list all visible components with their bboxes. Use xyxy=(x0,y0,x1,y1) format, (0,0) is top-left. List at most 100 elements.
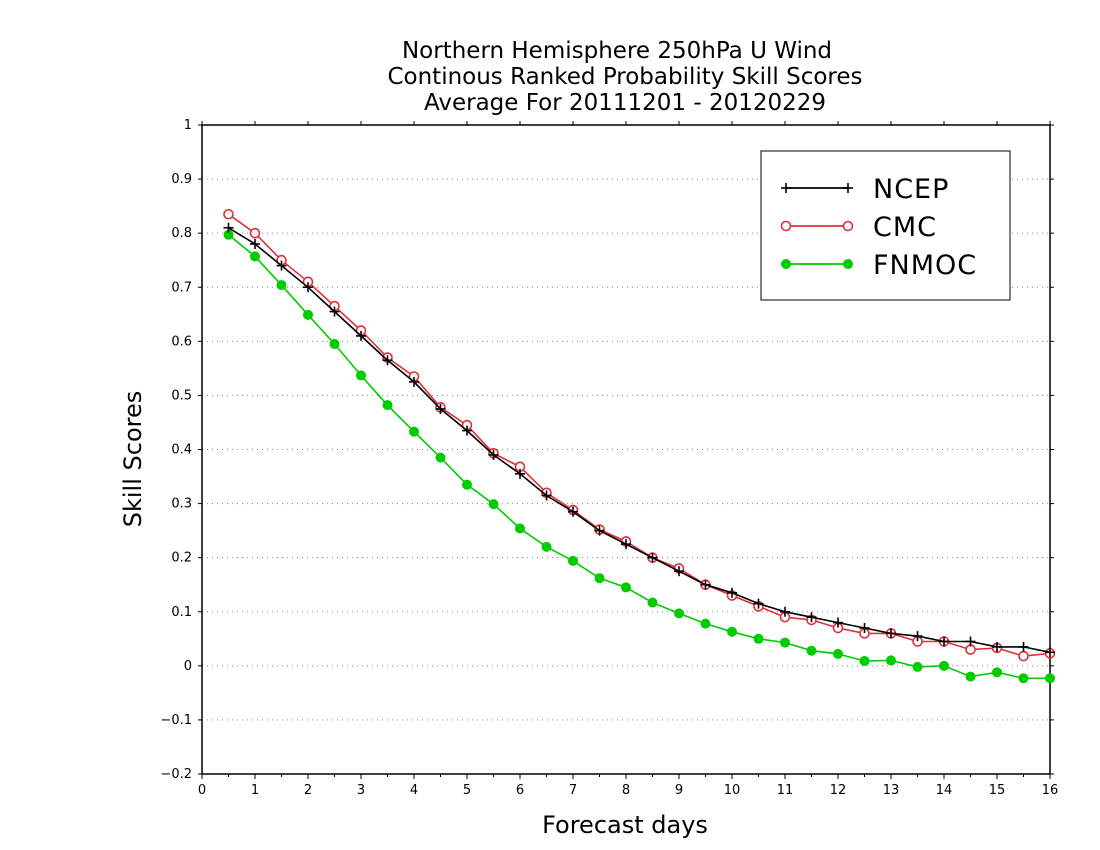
data-point xyxy=(753,598,764,609)
data-point xyxy=(912,631,923,642)
x-tick-label: 7 xyxy=(569,783,577,798)
x-tick-label: 9 xyxy=(675,783,683,798)
title-line-1: Northern Hemisphere 250hPa U Wind xyxy=(402,38,832,64)
data-point xyxy=(780,637,790,648)
y-tick-label: 0 xyxy=(184,659,192,674)
y-tick-label: 0.3 xyxy=(171,497,192,512)
data-point xyxy=(594,573,605,584)
data-point xyxy=(842,220,854,232)
x-tick-label: 10 xyxy=(724,783,741,798)
legend: NCEP CMC FNMOC xyxy=(760,150,1011,301)
data-point xyxy=(409,426,419,437)
data-point xyxy=(276,260,287,271)
y-tick-label: 0.2 xyxy=(171,551,192,566)
data-point xyxy=(674,608,684,619)
chart-title: Northern Hemisphere 250hPa U Wind Contin… xyxy=(387,38,862,116)
y-axis-label: Skill Scores xyxy=(119,391,147,528)
x-tick-label: 3 xyxy=(357,783,365,798)
x-tick-label: 8 xyxy=(622,783,630,798)
data-point xyxy=(435,452,446,463)
data-point xyxy=(833,648,843,659)
data-point xyxy=(541,541,552,552)
data-point xyxy=(912,661,923,672)
legend-label: FNMOC xyxy=(873,250,977,281)
data-point xyxy=(462,425,472,436)
data-point xyxy=(780,220,792,232)
data-point xyxy=(806,612,817,623)
data-point xyxy=(939,660,949,671)
data-point xyxy=(886,628,896,639)
series-ncep xyxy=(223,222,1055,658)
data-point xyxy=(276,280,287,291)
x-tick-label: 0 xyxy=(198,783,206,798)
legend-item-fnmoc: FNMOC xyxy=(781,250,977,281)
y-tick-label: 0.5 xyxy=(171,388,192,403)
data-point xyxy=(992,667,1002,678)
x-tick-label: 12 xyxy=(830,783,847,798)
data-point xyxy=(1018,641,1029,652)
title-line-2: Continous Ranked Probability Skill Score… xyxy=(387,64,862,90)
data-point xyxy=(647,552,658,563)
x-axis-label: Forecast days xyxy=(542,811,708,839)
data-point xyxy=(1045,673,1055,684)
data-point xyxy=(515,468,525,479)
x-tick-label: 2 xyxy=(304,783,312,798)
data-point xyxy=(674,566,684,577)
legend-item-cmc: CMC xyxy=(780,212,937,243)
data-point xyxy=(541,490,552,501)
data-point xyxy=(303,282,313,293)
data-point xyxy=(727,626,737,637)
y-tick-label: 0.7 xyxy=(171,280,192,295)
x-tick-label: 5 xyxy=(463,783,471,798)
data-point xyxy=(700,618,711,629)
x-tick-label: 13 xyxy=(883,783,900,798)
x-tick-label: 14 xyxy=(936,783,953,798)
data-point xyxy=(488,499,499,510)
data-point xyxy=(886,655,896,666)
data-point xyxy=(1018,673,1029,684)
x-tick-label: 11 xyxy=(777,783,794,798)
data-point xyxy=(843,183,853,193)
title-line-3: Average For 20111201 - 20120229 xyxy=(424,90,826,116)
y-tick-label: 1 xyxy=(184,118,192,133)
data-point xyxy=(939,636,949,647)
data-point xyxy=(435,403,446,414)
data-point xyxy=(1018,650,1029,662)
data-point xyxy=(859,622,870,633)
data-point xyxy=(806,645,817,656)
data-point xyxy=(647,597,658,608)
x-tick-label: 6 xyxy=(516,783,524,798)
data-point xyxy=(329,339,340,350)
x-tick-label: 15 xyxy=(989,783,1006,798)
data-point xyxy=(250,251,260,262)
y-tick-label: 0.4 xyxy=(171,443,192,458)
data-point xyxy=(249,227,261,239)
y-tick-label: 0.8 xyxy=(171,226,192,241)
data-point xyxy=(515,523,525,534)
data-point xyxy=(568,506,578,517)
data-point xyxy=(727,587,737,598)
data-point xyxy=(780,606,790,617)
data-point xyxy=(781,259,791,269)
data-point xyxy=(833,617,843,628)
data-point xyxy=(781,183,791,193)
data-point xyxy=(965,636,976,647)
data-point xyxy=(223,222,234,233)
data-point xyxy=(568,555,578,566)
legend-label: CMC xyxy=(873,212,937,243)
data-point xyxy=(753,633,764,644)
data-point xyxy=(382,400,393,411)
series-cmc xyxy=(223,208,1056,662)
x-tick-label: 16 xyxy=(1042,783,1059,798)
y-tick-label: −0.2 xyxy=(160,767,192,782)
data-point xyxy=(303,309,313,320)
series-lines xyxy=(223,208,1056,684)
legend-item-ncep: NCEP xyxy=(781,174,948,205)
x-tick-label: 1 xyxy=(251,783,259,798)
data-point xyxy=(843,259,853,269)
data-point xyxy=(859,655,870,666)
data-point xyxy=(329,306,340,317)
y-tick-label: 0.9 xyxy=(171,172,192,187)
y-tick-label: −0.1 xyxy=(160,713,192,728)
data-point xyxy=(621,582,631,593)
